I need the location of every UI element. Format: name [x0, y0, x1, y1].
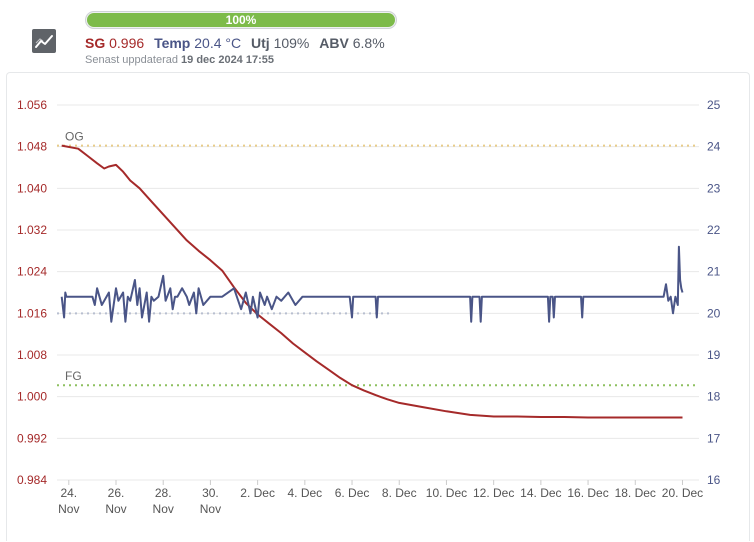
y-right-tick-label: 21	[707, 265, 721, 279]
x-tick-label: 6. Dec	[335, 486, 370, 500]
status-header: 100% SG 0.996 Temp 20.4 °C Utj 109% ABV …	[0, 0, 754, 72]
x-tick-label: 8. Dec	[382, 486, 417, 500]
x-tick-label: 10. Dec	[426, 486, 467, 500]
last-updated: Senast uppdaterad 19 dec 2024 17:55	[85, 54, 274, 66]
x-tick-label: 20. Dec	[662, 486, 703, 500]
y-right-tick-label: 18	[707, 390, 721, 404]
series-line-sg	[61, 144, 683, 419]
y-left-tick-label: 1.016	[17, 306, 47, 320]
x-tick-label: Nov	[105, 502, 126, 516]
reference-label-og: OG	[65, 130, 84, 144]
y-right-tick-label: 25	[707, 98, 721, 112]
x-tick-label: Nov	[58, 502, 79, 516]
y-left-tick-label: 1.032	[17, 223, 47, 237]
sg-label: SG	[85, 35, 106, 51]
x-tick-label: 30.	[202, 486, 219, 500]
progress-fill	[87, 13, 395, 27]
y-right-tick-label: 17	[707, 431, 721, 445]
y-left-tick-label: 0.984	[17, 473, 47, 487]
y-right-tick-label: 19	[707, 348, 721, 362]
chart-panel: 0.984 0.992 1.000 1.008 1.016 1.024 1.032 1.040…	[6, 72, 750, 541]
abv-label: ABV	[319, 35, 349, 51]
progress-label: 100%	[225, 13, 257, 27]
x-tick-label: Nov	[153, 502, 174, 516]
line-chart-icon[interactable]	[32, 29, 56, 53]
sg-value: 0.996	[109, 35, 145, 51]
x-tick-label: 14. Dec	[520, 486, 561, 500]
stats-line: SG 0.996 Temp 20.4 °C Utj 109% ABV 6.8%	[85, 35, 385, 51]
temp-label: Temp	[154, 35, 191, 51]
y-left-tick-label: 1.056	[17, 98, 47, 112]
abv-value: 6.8%	[352, 35, 385, 51]
y-right-tick-label: 20	[707, 306, 721, 320]
updated-timestamp: 19 dec 2024 17:55	[181, 54, 274, 66]
y-left-tick-label: 1.040	[17, 181, 47, 195]
y-right-tick-label: 22	[707, 223, 721, 237]
series-line-temp	[60, 245, 684, 323]
sg-temp-chart[interactable]: 0.984 0.992 1.000 1.008 1.016 1.024 1.032 1.040…	[7, 73, 749, 542]
updated-prefix: Senast uppdaterad	[85, 54, 178, 66]
y-left-tick-label: 1.048	[17, 140, 47, 154]
x-tick-label: 28.	[155, 486, 172, 500]
y-left-tick-label: 1.024	[17, 265, 47, 279]
utj-label: Utj	[251, 35, 270, 51]
y-left-tick-label: 1.008	[17, 348, 47, 362]
x-tick-label: 4. Dec	[287, 486, 322, 500]
reference-label-fg: FG	[65, 369, 82, 383]
y-left-tick-label: 0.992	[17, 431, 47, 445]
x-tick-label: 24.	[60, 486, 77, 500]
fermentation-progress-bar: 100%	[85, 11, 397, 29]
x-tick-label: 26.	[108, 486, 125, 500]
x-tick-label: 18. Dec	[615, 486, 656, 500]
x-tick-label: 12. Dec	[473, 486, 514, 500]
y-right-tick-label: 23	[707, 181, 721, 195]
y-left-tick-label: 1.000	[17, 390, 47, 404]
x-tick-label: 16. Dec	[567, 486, 608, 500]
x-tick-label: Nov	[200, 502, 221, 516]
x-tick-label: 2. Dec	[240, 486, 275, 500]
y-right-tick-label: 16	[707, 473, 721, 487]
y-right-tick-label: 24	[707, 140, 721, 154]
utj-value: 109%	[273, 35, 310, 51]
temp-value: 20.4 °C	[194, 35, 242, 51]
